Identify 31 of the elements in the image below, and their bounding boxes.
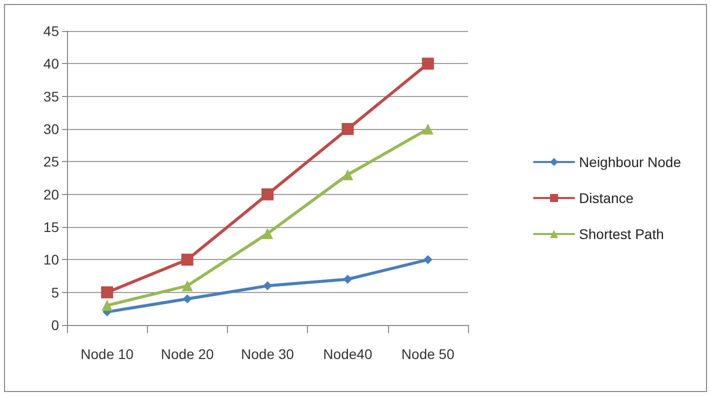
y-tick-label: 25 — [43, 154, 60, 170]
y-tick-label: 35 — [43, 88, 60, 104]
y-tick-label: 40 — [43, 56, 60, 72]
y-tick-label: 10 — [43, 252, 60, 268]
y-tick-label: 45 — [43, 23, 60, 39]
point — [342, 123, 354, 135]
point — [262, 188, 274, 200]
point — [262, 228, 273, 240]
point — [423, 255, 432, 264]
y-tick-label: 5 — [51, 284, 60, 300]
point — [102, 300, 113, 311]
point — [342, 169, 354, 180]
y-tick-label: 20 — [43, 186, 60, 202]
point — [422, 124, 434, 134]
legend-label: Distance — [579, 190, 634, 206]
legend-label: Neighbour Node — [579, 154, 682, 170]
y-tick-label: 0 — [51, 317, 60, 333]
y-tick-label: 15 — [43, 219, 60, 235]
x-tick-label: Node 30 — [241, 346, 294, 362]
point — [182, 294, 192, 304]
y-tick-label: 30 — [43, 121, 60, 137]
point — [181, 254, 194, 266]
x-tick-label: Node 20 — [160, 346, 214, 362]
point — [422, 58, 434, 70]
x-tick-label: Node 10 — [80, 346, 134, 362]
legend-label: Shortest Path — [579, 226, 664, 242]
x-tick-label: Node 50 — [401, 346, 455, 362]
point — [101, 286, 114, 298]
point — [182, 280, 193, 292]
x-tick-label: Node40 — [323, 346, 372, 362]
point — [263, 281, 272, 290]
